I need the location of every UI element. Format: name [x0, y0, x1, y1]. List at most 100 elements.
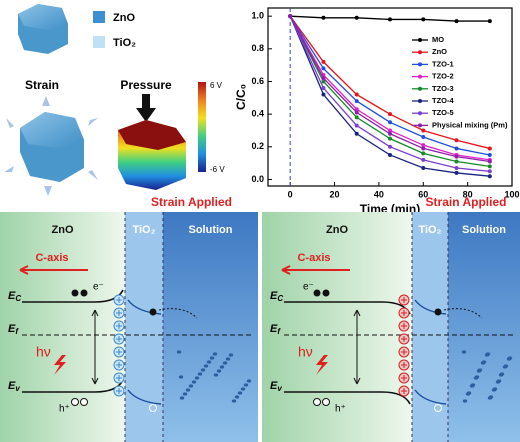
x-tick-label: 20 [330, 189, 340, 199]
ion [212, 352, 218, 356]
point [487, 19, 492, 24]
point [388, 144, 392, 149]
electron [313, 289, 321, 297]
charge-sign [116, 349, 122, 355]
axis-arrow [281, 265, 350, 275]
point [388, 128, 392, 133]
ion [496, 379, 502, 383]
ion [231, 399, 237, 403]
ion [191, 380, 197, 384]
ion [178, 375, 184, 379]
point [354, 115, 359, 120]
transition-arrow [353, 309, 361, 385]
point [388, 112, 392, 117]
point [454, 170, 459, 175]
ion [209, 356, 215, 360]
point [454, 154, 459, 159]
ion [185, 388, 191, 392]
hole [80, 398, 88, 406]
point [421, 17, 426, 22]
ion [200, 368, 206, 372]
charge-sign [116, 336, 122, 342]
legend-label: TZO-2 [432, 72, 454, 81]
hole [149, 404, 157, 412]
y-tick-label: 1.0 [251, 11, 264, 21]
level-main: E [270, 323, 278, 335]
band-edge [127, 299, 162, 315]
legend-marker [418, 38, 422, 42]
charge-sign [401, 375, 407, 381]
legend-label: TZO-5 [432, 108, 454, 117]
hole [434, 404, 442, 412]
level-label: EC [8, 290, 21, 303]
ion [237, 391, 243, 395]
point [487, 159, 492, 164]
level-sub: v [277, 384, 282, 393]
hole-label: h⁺ [59, 404, 70, 415]
y-axis-label: C/C₀ [234, 84, 248, 110]
ion [222, 361, 228, 365]
level-sub: f [277, 327, 281, 336]
point [354, 110, 359, 115]
ion [481, 360, 487, 364]
level-label: Ev [8, 380, 20, 393]
charge-sign [401, 323, 407, 329]
charge-sign [401, 297, 407, 303]
ion [234, 395, 240, 399]
level-sub: C [15, 294, 21, 303]
light-label: hν [36, 344, 51, 360]
level-sub: v [15, 384, 20, 393]
point [321, 92, 326, 97]
point [321, 86, 326, 91]
solution-region [448, 212, 520, 442]
y-tick-label: 0.4 [251, 109, 264, 119]
panel-title: Strain Applied [151, 195, 232, 209]
region-label: ZnO [52, 224, 74, 236]
solution-region [163, 212, 258, 442]
tio2-region [125, 212, 163, 442]
ion [243, 383, 249, 387]
point [321, 59, 326, 64]
transition-arrow [91, 309, 99, 385]
point [454, 166, 459, 171]
point [388, 17, 392, 22]
region-label: TiO₂ [132, 224, 155, 236]
ion [216, 369, 222, 373]
ion [492, 387, 498, 391]
ion [213, 373, 219, 377]
x-tick-label: 60 [418, 189, 428, 199]
charge-sign [116, 388, 122, 394]
x-tick-label: 40 [374, 189, 384, 199]
charge-sign [401, 310, 407, 316]
point [421, 151, 426, 156]
ion [488, 395, 494, 399]
charge-sign [116, 310, 122, 316]
transfer-arrow [443, 308, 483, 319]
series-line [289, 15, 490, 177]
region-label: Solution [189, 224, 233, 236]
ion [197, 372, 203, 376]
point [321, 66, 326, 71]
legend-marker [418, 111, 422, 116]
y-tick-label: 0.8 [251, 43, 264, 53]
point [354, 131, 359, 136]
band-edge [127, 389, 162, 405]
point [354, 107, 359, 112]
point [487, 146, 492, 151]
y-tick-label: 0.2 [251, 141, 264, 151]
lightning [54, 355, 66, 375]
ion [485, 352, 491, 356]
zno-region [262, 212, 412, 442]
band-edge [414, 389, 447, 405]
colorbar-label: -6 V [210, 165, 225, 174]
hole [71, 398, 79, 406]
point [454, 159, 459, 164]
electron [434, 308, 442, 316]
level-sub: C [277, 294, 283, 303]
x-tick-label: 0 [288, 189, 293, 199]
electron-label: e⁻ [303, 282, 314, 293]
point [288, 14, 293, 19]
charge-sign [116, 297, 122, 303]
